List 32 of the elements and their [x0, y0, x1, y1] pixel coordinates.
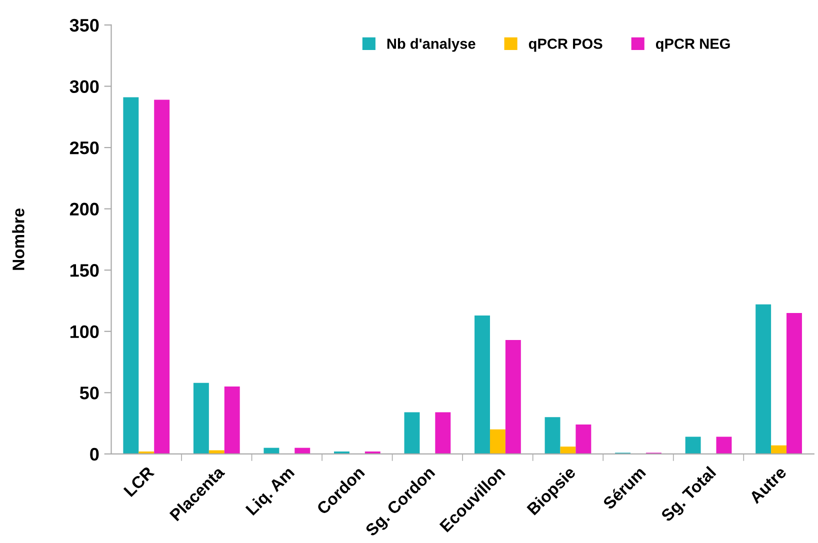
- bar: [716, 436, 732, 454]
- legend-label: Nb d'analyse: [387, 38, 476, 52]
- y-tick-label: 50: [80, 386, 99, 400]
- bar: [576, 424, 592, 454]
- legend-label: qPCR NEG: [656, 38, 730, 52]
- bar: [560, 446, 576, 454]
- y-tick-label: 100: [70, 325, 99, 338]
- bar: [685, 436, 701, 454]
- bar: [544, 417, 560, 454]
- y-tick-label: 0: [90, 448, 99, 461]
- y-tick-label: 150: [70, 264, 99, 277]
- bar: [435, 412, 451, 454]
- bar: [756, 304, 772, 454]
- bar: [786, 313, 802, 454]
- bar: [771, 445, 787, 454]
- x-tick-label: Liq. Am: [244, 466, 298, 518]
- y-tick-label: 200: [70, 202, 99, 216]
- bar: [154, 100, 170, 454]
- bar: [193, 382, 209, 454]
- bar: [505, 340, 521, 454]
- y-axis-title: Nombre: [12, 208, 24, 270]
- bar: [294, 448, 310, 454]
- y-tick-label: 300: [70, 80, 99, 94]
- bar: [490, 429, 506, 454]
- bar: [123, 97, 139, 454]
- y-tick-label: 350: [70, 18, 99, 32]
- bar: [474, 315, 490, 454]
- bar: [224, 386, 240, 454]
- legend-label: qPCR POS: [528, 38, 602, 52]
- y-tick-label: 250: [70, 141, 99, 154]
- bar: [264, 448, 280, 454]
- bar: [404, 412, 420, 454]
